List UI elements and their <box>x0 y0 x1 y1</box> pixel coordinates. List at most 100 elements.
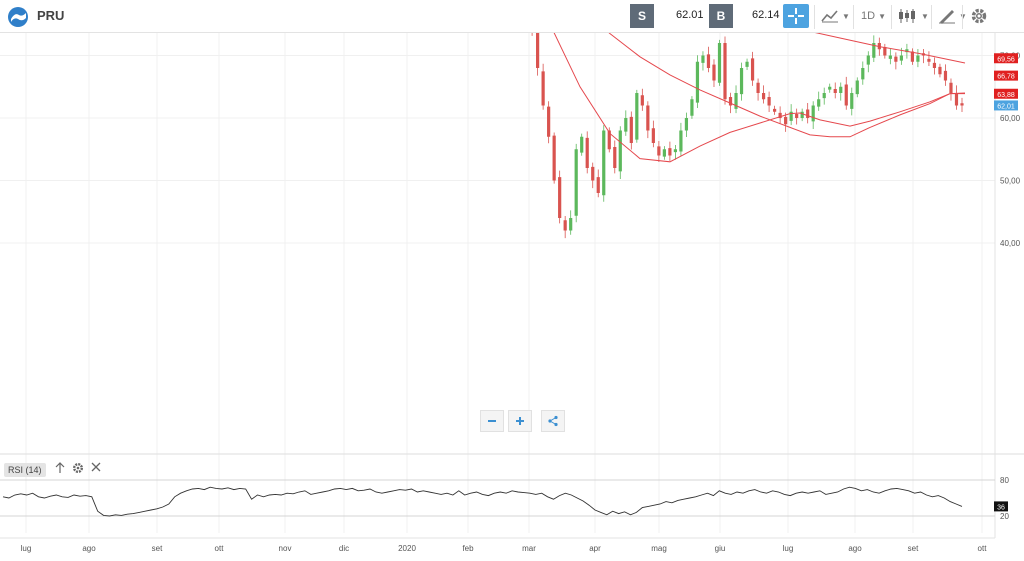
candle <box>574 143 578 223</box>
x-tick-label: set <box>908 544 919 553</box>
candle <box>531 33 533 36</box>
candle <box>761 85 766 104</box>
candle <box>613 140 617 174</box>
rsi-tick-label: 80 <box>1000 476 1009 485</box>
moving-average-line <box>553 33 965 163</box>
x-tick-label: mar <box>522 544 536 553</box>
candle <box>558 170 562 224</box>
x-tick-label: apr <box>589 544 601 553</box>
x-tick-label: lug <box>21 544 32 553</box>
candle <box>850 87 854 116</box>
draw-icon <box>939 10 955 24</box>
candle <box>569 210 573 235</box>
timeframe-select[interactable]: 1D ▼ <box>861 10 886 22</box>
candle <box>706 46 711 73</box>
share-icon <box>548 415 558 427</box>
price-tag-label: 66,78 <box>997 74 1015 81</box>
candle <box>756 78 760 101</box>
candle <box>635 89 639 143</box>
close-icon <box>91 462 101 472</box>
rsi-close-button[interactable] <box>91 462 101 475</box>
rsi-line <box>2 486 963 517</box>
candle <box>767 91 771 112</box>
candle <box>745 58 749 70</box>
candle <box>662 146 666 160</box>
rsi-value-tag <box>994 501 1008 512</box>
candle <box>800 108 804 122</box>
candle <box>750 51 755 86</box>
logo-icon <box>8 7 28 27</box>
candle <box>541 63 545 110</box>
rsi-settings-button[interactable] <box>72 462 84 477</box>
candle <box>657 141 661 162</box>
candle <box>651 120 655 148</box>
candle <box>954 85 959 110</box>
candle <box>695 55 700 108</box>
candle <box>773 105 777 115</box>
candle <box>563 216 567 239</box>
candle <box>536 33 540 76</box>
share-button[interactable] <box>541 410 565 432</box>
rsi-value-label: 36 <box>997 504 1005 511</box>
price-tag: 62,01 <box>994 100 1018 111</box>
y-tick-label: 60,00 <box>1000 114 1021 123</box>
candle <box>861 61 865 85</box>
candle <box>552 132 556 184</box>
chart-type-button[interactable]: ▼ <box>898 6 929 26</box>
price-tag-label: 62,01 <box>997 103 1015 110</box>
minus-icon <box>488 420 496 422</box>
candle <box>916 49 920 68</box>
candle <box>640 88 644 111</box>
candle <box>932 57 937 75</box>
candle <box>938 63 942 78</box>
price-tag-label: 69,56 <box>997 56 1015 63</box>
x-tick-label: 2020 <box>398 544 416 553</box>
x-tick-label: ago <box>82 544 96 553</box>
buy-button[interactable]: B <box>709 4 733 28</box>
candle <box>679 122 683 156</box>
candle <box>547 101 551 144</box>
candle <box>806 103 810 124</box>
candle <box>888 49 892 65</box>
crosshair-button[interactable] <box>783 4 809 28</box>
x-tick-label: set <box>152 544 163 553</box>
candle <box>844 76 848 110</box>
time-axis: lug ago set ott nov dic 2020 feb mar apr mag giu lug… <box>0 537 995 553</box>
price-tag: 63,88 <box>994 88 1018 99</box>
x-tick-label: ott <box>215 544 225 553</box>
candle <box>646 101 650 139</box>
zoom-out-button[interactable] <box>480 410 504 432</box>
buy-price: 62.14 <box>752 9 780 21</box>
candle <box>839 82 843 101</box>
x-tick-label: dic <box>339 544 349 553</box>
candle <box>668 141 672 161</box>
indicator-icon <box>821 10 838 23</box>
x-tick-label: lug <box>783 544 794 553</box>
candle <box>811 101 815 129</box>
rsi-label[interactable]: RSI (14) <box>4 463 46 477</box>
rsi-move-up-button[interactable] <box>55 462 65 477</box>
candle <box>629 111 633 150</box>
settings-button[interactable] <box>970 6 988 26</box>
candle <box>712 59 716 87</box>
candle <box>822 87 826 105</box>
indicator-button[interactable]: ▼ <box>821 6 850 26</box>
x-tick-label: nov <box>279 544 292 553</box>
sell-price: 62.01 <box>676 9 704 21</box>
y-tick-label: 50,00 <box>1000 177 1021 186</box>
candlestick-series <box>531 33 964 239</box>
moving-average-line <box>608 33 966 138</box>
candle <box>866 51 870 73</box>
sell-button[interactable]: S <box>630 4 654 28</box>
timeframe-label: 1D <box>861 10 876 22</box>
y-tick-label: 40,00 <box>1000 239 1021 248</box>
candle <box>596 169 600 198</box>
zoom-in-button[interactable] <box>508 410 532 432</box>
x-tick-label: ago <box>848 544 862 553</box>
candle <box>673 145 678 160</box>
candle <box>921 49 926 64</box>
plus-icon <box>516 417 524 425</box>
